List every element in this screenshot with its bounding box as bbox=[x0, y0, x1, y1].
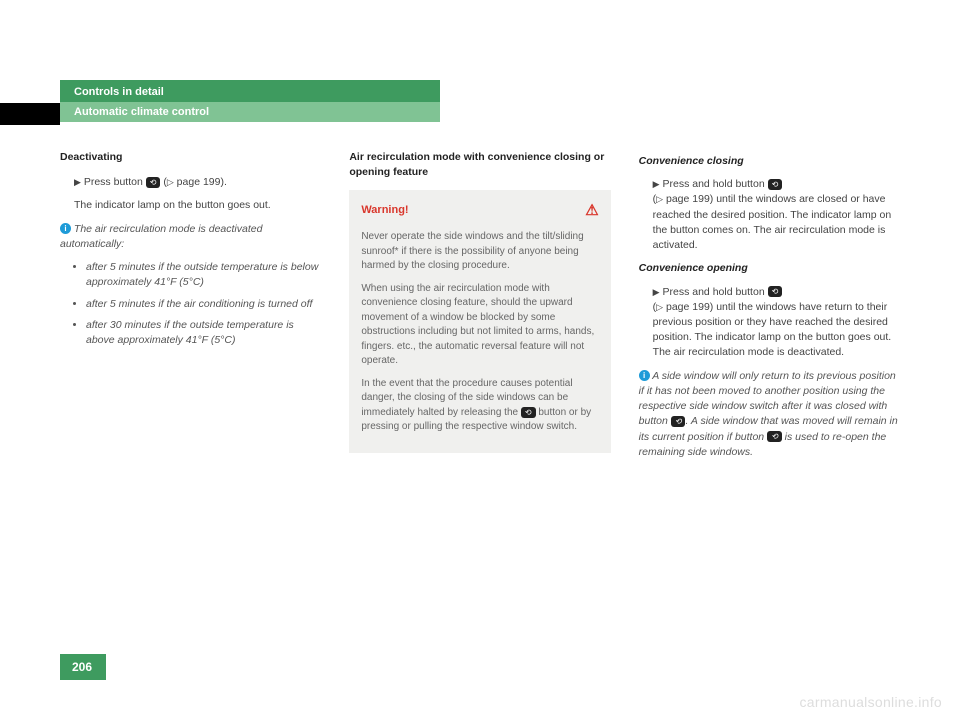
recirculate-button-icon: ⟲ bbox=[767, 431, 782, 442]
col3-step1: ▶ Press and hold button ⟲ (▷ page 199) u… bbox=[639, 177, 900, 253]
col1-step: ▶ Press button ⟲ (▷ page 199). bbox=[60, 175, 321, 190]
recirculate-button-icon: ⟲ bbox=[671, 416, 686, 427]
recirculate-button-icon: ⟲ bbox=[768, 179, 783, 190]
col1-info: i The air recirculation mode is deactiva… bbox=[60, 222, 321, 252]
col1-bullets: after 5 minutes if the outside temperatu… bbox=[60, 260, 321, 348]
bullet-item: after 5 minutes if the air conditioning … bbox=[86, 297, 321, 312]
step-marker-icon: ▶ bbox=[653, 287, 660, 297]
text: page 199). bbox=[174, 176, 227, 188]
warning-p2: When using the air recirculation mode wi… bbox=[361, 282, 598, 369]
column-2: Air recirculation mode with convenience … bbox=[349, 150, 610, 468]
warning-p3: In the event that the procedure causes p… bbox=[361, 377, 598, 435]
warning-icon: ⚠ bbox=[585, 200, 598, 222]
warning-p1: Never operate the side windows and the t… bbox=[361, 230, 598, 274]
col3-sub1: Convenience closing bbox=[639, 154, 900, 169]
recirculate-button-icon: ⟲ bbox=[768, 286, 783, 297]
watermark: carmanualsonline.info bbox=[800, 694, 943, 710]
chapter-header: Controls in detail bbox=[60, 80, 440, 102]
warning-box: Warning! ⚠ Never operate the side window… bbox=[349, 190, 610, 452]
step-marker-icon: ▶ bbox=[653, 179, 660, 189]
page-number: 206 bbox=[60, 654, 106, 680]
info-text: The air recirculation mode is deactivate… bbox=[60, 223, 262, 250]
col3-info: i A side window will only return to its … bbox=[639, 369, 900, 460]
text: page 199) until the windows have return … bbox=[653, 301, 892, 359]
page-content: Controls in detail Automatic climate con… bbox=[0, 0, 960, 720]
column-1: Deactivating ▶ Press button ⟲ (▷ page 19… bbox=[60, 150, 321, 468]
text: Press button bbox=[84, 176, 146, 188]
ref-icon: ▷ bbox=[167, 177, 174, 187]
text: Press and hold button bbox=[663, 286, 768, 298]
info-icon: i bbox=[60, 223, 71, 234]
content-columns: Deactivating ▶ Press button ⟲ (▷ page 19… bbox=[60, 150, 900, 468]
bullet-item: after 5 minutes if the outside temperatu… bbox=[86, 260, 321, 290]
col1-heading: Deactivating bbox=[60, 150, 321, 165]
col3-sub2: Convenience opening bbox=[639, 261, 900, 276]
warning-header: Warning! ⚠ bbox=[361, 200, 598, 222]
step-marker-icon: ▶ bbox=[74, 177, 81, 187]
col3-step2: ▶ Press and hold button ⟲ (▷ page 199) u… bbox=[639, 285, 900, 361]
bullet-item: after 30 minutes if the outside temperat… bbox=[86, 318, 321, 348]
col1-result: The indicator lamp on the button goes ou… bbox=[60, 198, 321, 213]
column-3: Convenience closing ▶ Press and hold but… bbox=[639, 150, 900, 468]
section-header: Automatic climate control bbox=[60, 102, 440, 122]
recirculate-button-icon: ⟲ bbox=[521, 407, 536, 418]
text: Press and hold button bbox=[663, 178, 768, 190]
col2-heading: Air recirculation mode with convenience … bbox=[349, 150, 610, 180]
warning-label: Warning! bbox=[361, 203, 408, 219]
text: page 199) until the windows are closed o… bbox=[653, 193, 892, 251]
recirculate-button-icon: ⟲ bbox=[146, 177, 161, 188]
info-icon: i bbox=[639, 370, 650, 381]
